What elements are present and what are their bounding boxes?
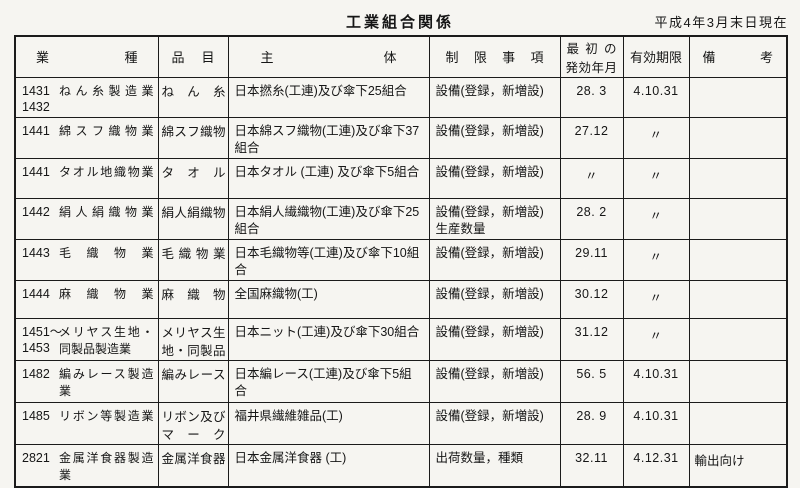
cell-industry: 1431 1432 ねん糸製造業 [14, 76, 159, 118]
cell-restrictions: 設備(登録，新増設) [428, 116, 561, 159]
cell-validity: 4.10.31 [622, 359, 690, 403]
header-industry: 業種 [14, 35, 159, 78]
cell-restrictions: 設備(登録，新増設) [428, 279, 561, 319]
cell-validity: 4.10.31 [622, 76, 690, 118]
cell-restrictions: 出荷数量，種類 [428, 443, 561, 488]
cell-item: 毛織物業 [157, 238, 229, 281]
cell-entity: 日本ニット(工連)及び傘下30組合 [227, 317, 430, 361]
cell-restrictions: 設備(登録，新増設) [428, 76, 561, 118]
cell-entity: 日本毛織物等(工連)及び傘下10組合 [227, 238, 430, 281]
cell-industry: 1441 綿スフ織物業 [14, 116, 159, 159]
cell-item: メリヤス生地・同製品 [157, 317, 229, 361]
cell-first-effective: 27.12 [559, 116, 624, 159]
cell-item: 麻織物 [157, 279, 229, 319]
cell-first-effective: 56. 5 [559, 359, 624, 403]
cell-entity: 日本タオル (工連) 及び傘下5組合 [227, 157, 430, 199]
table-row: 1482 編みレース製造業 編みレース 日本編レース(工連)及び傘下5組合 設備(… [14, 359, 788, 403]
cell-industry: 1444 麻織物業 [14, 279, 159, 319]
table-row: 2821 金属洋食器製造業 金属洋食器 日本金属洋食器 (工) 出荷数量，種類 3… [14, 443, 788, 488]
cell-validity: 〃 [622, 238, 690, 281]
header-first-effective: 最初の 発効年月 [559, 35, 624, 78]
header-validity: 有効期限 [622, 35, 690, 78]
cell-first-effective: 30.12 [559, 279, 624, 319]
cell-validity: 〃 [622, 116, 690, 159]
cell-restrictions: 設備(登録，新増設) [428, 401, 561, 445]
cell-industry: 1442 絹人絹織物業 [14, 197, 159, 240]
cell-item: 絹人絹織物 [157, 197, 229, 240]
page-title: 工業組合関係 [345, 14, 454, 31]
table-row: 1441 綿スフ織物業 綿スフ織物 日本綿スフ織物(工連)及び傘下37組合 設備(… [14, 116, 788, 159]
table-row: 1441 タオル地織物業 タオル 日本タオル (工連) 及び傘下5組合 設備(登録… [14, 157, 788, 199]
industry-association-table: 業種 品目 主体 制限事項 最初の 発効年月 有効期限 備考 1431 1432… [14, 35, 788, 488]
cell-entity: 日本綿スフ織物(工連)及び傘下37組合 [227, 116, 430, 159]
cell-validity: 4.12.31 [622, 443, 690, 488]
cell-first-effective: 28. 9 [559, 401, 624, 445]
cell-remarks [688, 238, 788, 281]
document-page: 工業組合関係 平成4年3月末日現在 業種 品目 主体 制限事項 最初の 発効年月… [14, 14, 788, 488]
table-header: 業種 品目 主体 制限事項 最初の 発効年月 有効期限 備考 [14, 35, 788, 78]
cell-entity: 日本絹人繊織物(工連)及び傘下25組合 [227, 197, 430, 240]
cell-first-effective: 32.11 [559, 443, 624, 488]
table-row: 1431 1432 ねん糸製造業 ねん糸 日本撚糸(工連)及び傘下25組合 設備(… [14, 76, 788, 118]
cell-remarks [688, 401, 788, 445]
cell-industry: 1482 編みレース製造業 [14, 359, 159, 403]
cell-remarks [688, 197, 788, 240]
cell-restrictions: 設備(登録，新増設) [428, 359, 561, 403]
cell-restrictions: 設備(登録，新増設) 生産数量 [428, 197, 561, 240]
cell-validity: 〃 [622, 197, 690, 240]
cell-item: ねん糸 [157, 76, 229, 118]
table-row: 1444 麻織物業 麻織物 全国麻織物(工) 設備(登録，新増設) 30.12 〃 [14, 279, 788, 319]
header-remarks: 備考 [688, 35, 788, 78]
cell-remarks [688, 76, 788, 118]
cell-item: 綿スフ織物 [157, 116, 229, 159]
table-row: 1451〜 1453 メリヤス生地・同製品製造業 メリヤス生地・同製品 日本ニット… [14, 317, 788, 361]
table-row: 1442 絹人絹織物業 絹人絹織物 日本絹人繊織物(工連)及び傘下25組合 設備(… [14, 197, 788, 240]
cell-restrictions: 設備(登録，新増設) [428, 157, 561, 199]
cell-restrictions: 設備(登録，新増設) [428, 317, 561, 361]
cell-restrictions: 設備(登録，新増設) [428, 238, 561, 281]
cell-entity: 全国麻織物(工) [227, 279, 430, 319]
cell-industry: 2821 金属洋食器製造業 [14, 443, 159, 488]
cell-validity: 〃 [622, 317, 690, 361]
cell-remarks [688, 157, 788, 199]
cell-remarks: 輸出向け [688, 443, 788, 488]
cell-remarks [688, 116, 788, 159]
cell-entity: 日本金属洋食器 (工) [227, 443, 430, 488]
cell-first-effective: 29.11 [559, 238, 624, 281]
cell-first-effective: 28. 2 [559, 197, 624, 240]
as-of-date: 平成4年3月末日現在 [654, 15, 788, 30]
cell-first-effective: 28. 3 [559, 76, 624, 118]
table-row: 1485 リボン等製造業 リボン及びマーク 福井県繊維雑品(工) 設備(登録，新増… [14, 401, 788, 445]
header-entity: 主体 [227, 35, 430, 78]
cell-validity: 〃 [622, 157, 690, 199]
cell-item: タオル [157, 157, 229, 199]
cell-industry: 1485 リボン等製造業 [14, 401, 159, 445]
cell-entity: 福井県繊維雑品(工) [227, 401, 430, 445]
header-restrictions: 制限事項 [428, 35, 561, 78]
cell-industry: 1441 タオル地織物業 [14, 157, 159, 199]
cell-industry: 1443 毛織物業 [14, 238, 159, 281]
cell-remarks [688, 279, 788, 319]
cell-remarks [688, 359, 788, 403]
cell-first-effective: 31.12 [559, 317, 624, 361]
cell-entity: 日本撚糸(工連)及び傘下25組合 [227, 76, 430, 118]
table-row: 1443 毛織物業 毛織物業 日本毛織物等(工連)及び傘下10組合 設備(登録，新… [14, 238, 788, 281]
header-item: 品目 [157, 35, 229, 78]
cell-item: 編みレース [157, 359, 229, 403]
cell-entity: 日本編レース(工連)及び傘下5組合 [227, 359, 430, 403]
cell-first-effective: 〃 [559, 157, 624, 199]
cell-remarks [688, 317, 788, 361]
cell-item: リボン及びマーク [157, 401, 229, 445]
cell-validity: 4.10.31 [622, 401, 690, 445]
cell-industry: 1451〜 1453 メリヤス生地・同製品製造業 [14, 317, 159, 361]
cell-item: 金属洋食器 [157, 443, 229, 488]
cell-validity: 〃 [622, 279, 690, 319]
